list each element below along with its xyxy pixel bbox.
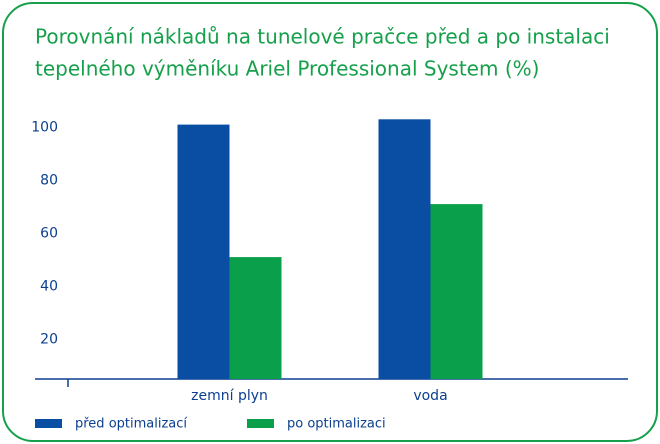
chart-title: tepelného výměníku Ariel Professional Sy… xyxy=(35,57,539,81)
legend-label: po optimalizaci xyxy=(287,417,386,432)
legend-swatch xyxy=(247,419,274,428)
y-tick-label: 80 xyxy=(40,172,58,188)
y-tick-label: 40 xyxy=(40,278,58,294)
chart-title: Porovnání nákladů na tunelové pračce pře… xyxy=(35,25,610,49)
bar xyxy=(177,124,230,379)
legend-swatch xyxy=(35,419,62,428)
bar xyxy=(430,204,483,379)
y-tick-label: 100 xyxy=(31,119,58,135)
y-tick-label: 60 xyxy=(40,225,58,241)
legend-label: před optimalizací xyxy=(75,417,187,432)
x-tick-label: zemní plyn xyxy=(191,388,268,404)
y-tick-label: 20 xyxy=(40,331,58,347)
x-tick-label: voda xyxy=(413,388,447,404)
bar xyxy=(378,119,431,380)
bar xyxy=(229,257,282,379)
